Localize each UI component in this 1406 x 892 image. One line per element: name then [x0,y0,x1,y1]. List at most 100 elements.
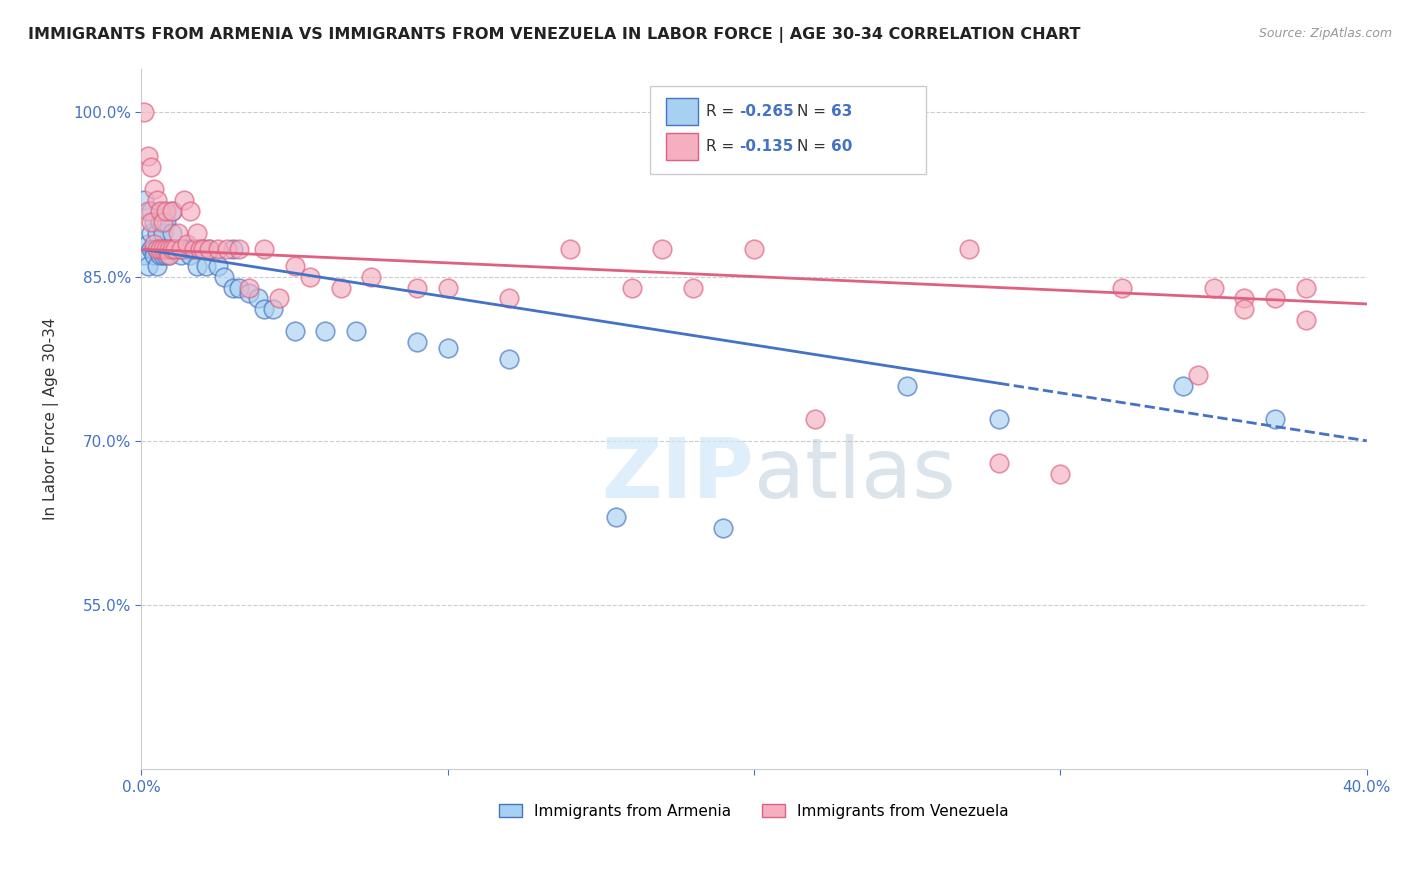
Point [149,247,172,261]
Point [139,242,162,256]
Text: ZIP: ZIP [602,434,754,516]
Point [155,215,177,229]
Legend: Immigrants from Armenia, Immigrants from Venezuela: Immigrants from Armenia, Immigrants from… [494,797,1015,825]
Point [149,203,172,218]
Point [1111,280,1133,294]
Point [134,193,156,207]
Point [253,302,276,317]
Point [314,324,336,338]
Point [298,269,321,284]
Point [651,242,673,256]
Point [157,247,180,261]
Text: R =: R = [706,103,740,119]
Point [179,203,201,218]
Text: 60: 60 [831,139,852,153]
Point [155,242,177,256]
Point [284,259,307,273]
Point [186,226,208,240]
Text: 63: 63 [831,103,852,119]
Point [284,324,307,338]
Point [186,259,208,273]
FancyBboxPatch shape [650,86,925,174]
Point [253,242,276,256]
Point [988,412,1011,426]
Point [198,242,221,256]
Point [436,341,458,355]
Point [136,149,159,163]
Point [145,193,167,207]
Point [194,259,217,273]
Point [167,226,190,240]
FancyBboxPatch shape [666,98,697,125]
Point [262,302,284,317]
Point [183,242,205,256]
Point [1295,280,1317,294]
Point [191,242,214,256]
Point [222,242,245,256]
Point [179,242,201,256]
Point [142,215,165,229]
Point [142,247,165,261]
Point [170,242,193,256]
Point [329,280,352,294]
Point [165,242,187,256]
Point [145,242,167,256]
Y-axis label: In Labor Force | Age 30-34: In Labor Force | Age 30-34 [44,318,59,520]
Point [406,280,429,294]
Point [142,236,165,251]
Point [246,292,269,306]
Point [152,242,174,256]
Point [152,215,174,229]
Point [1233,292,1256,306]
Point [134,247,156,261]
FancyBboxPatch shape [666,133,697,160]
Point [136,203,159,218]
Point [145,226,167,240]
Text: N =: N = [797,103,831,119]
Point [160,203,183,218]
Point [149,242,172,256]
Point [1233,302,1256,317]
Point [145,242,167,256]
Point [157,242,180,256]
Point [173,242,195,256]
Point [1187,368,1209,383]
Point [198,242,221,256]
Text: -0.265: -0.265 [740,103,794,119]
Point [222,280,245,294]
Point [155,247,177,261]
Point [406,335,429,350]
Text: Source: ZipAtlas.com: Source: ZipAtlas.com [1258,27,1392,40]
Point [152,226,174,240]
Point [1049,467,1071,481]
Point [1264,292,1286,306]
Point [149,242,172,256]
Point [188,242,211,256]
Point [238,285,260,300]
Text: -0.135: -0.135 [740,139,794,153]
Point [742,242,765,256]
Point [620,280,643,294]
Point [191,242,214,256]
Point [228,280,250,294]
Point [139,215,162,229]
Point [183,242,205,256]
Point [152,247,174,261]
Point [173,193,195,207]
Text: R =: R = [706,139,740,153]
Point [713,521,735,535]
Point [188,242,211,256]
Point [207,242,229,256]
Point [142,182,165,196]
Text: N =: N = [797,139,831,153]
Point [165,242,187,256]
Point [170,242,193,256]
Point [957,242,980,256]
Point [436,280,458,294]
Point [134,105,156,120]
Point [167,242,190,256]
Point [217,242,239,256]
Point [560,242,582,256]
Point [498,351,520,366]
Point [1171,379,1194,393]
